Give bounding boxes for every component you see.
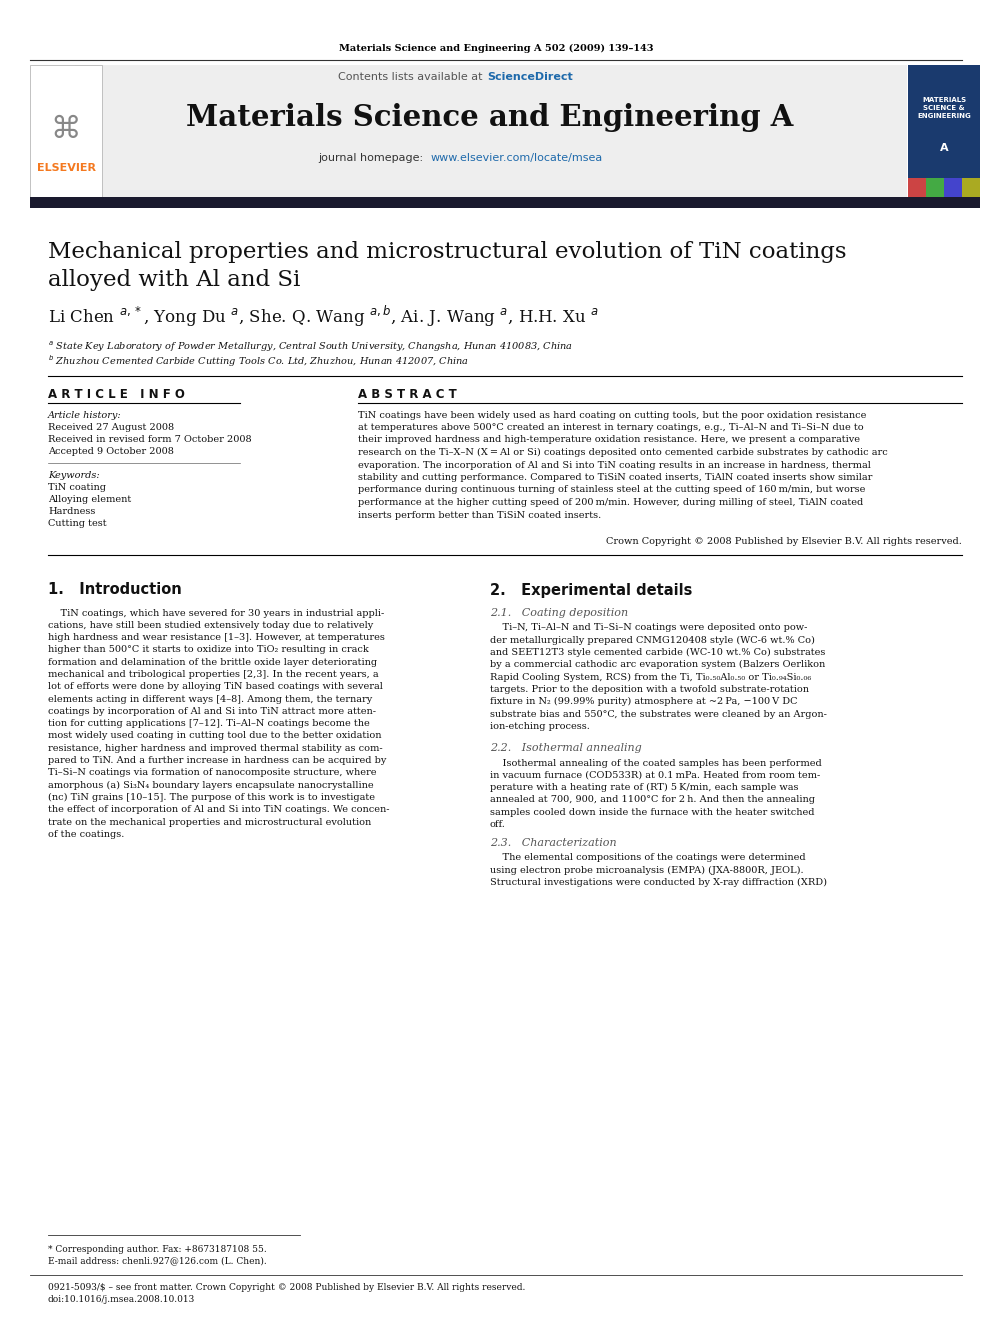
Text: der metallurgically prepared CNMG120408 style (WC-6 wt.% Co): der metallurgically prepared CNMG120408 … (490, 636, 814, 644)
Text: in vacuum furnace (COD533R) at 0.1 mPa. Heated from room tem-: in vacuum furnace (COD533R) at 0.1 mPa. … (490, 771, 820, 779)
Text: coatings by incorporation of Al and Si into TiN attract more atten-: coatings by incorporation of Al and Si i… (48, 706, 376, 716)
Text: The elemental compositions of the coatings were determined: The elemental compositions of the coatin… (490, 853, 806, 863)
Bar (908, 65, 980, 198)
Text: Cutting test: Cutting test (48, 519, 106, 528)
Text: Hardness: Hardness (48, 507, 95, 516)
Text: perature with a heating rate of (RT) 5 K/min, each sample was: perature with a heating rate of (RT) 5 K… (490, 783, 799, 792)
Text: $^{a}$ State Key Laboratory of Powder Metallurgy, Central South University, Chan: $^{a}$ State Key Laboratory of Powder Me… (48, 340, 573, 355)
Text: most widely used coating in cutting tool due to the better oxidation: most widely used coating in cutting tool… (48, 732, 382, 741)
Text: higher than 500°C it starts to oxidize into TiO₂ resulting in crack: higher than 500°C it starts to oxidize i… (48, 646, 369, 655)
Text: * Corresponding author. Fax: +8673187108 55.: * Corresponding author. Fax: +8673187108… (48, 1245, 267, 1253)
Text: MATERIALS
SCIENCE &
ENGINEERING: MATERIALS SCIENCE & ENGINEERING (918, 98, 971, 119)
Bar (30, 197, 980, 208)
Text: performance at the higher cutting speed of 200 m/min. However, during milling of: performance at the higher cutting speed … (358, 497, 863, 507)
Text: Structural investigations were conducted by X-ray diffraction (XRD): Structural investigations were conducted… (490, 878, 827, 888)
Text: Materials Science and Engineering A 502 (2009) 139–143: Materials Science and Engineering A 502 … (338, 44, 654, 53)
Text: by a commercial cathodic arc evaporation system (Balzers Oerlikon: by a commercial cathodic arc evaporation… (490, 660, 825, 669)
Text: Isothermal annealing of the coated samples has been performed: Isothermal annealing of the coated sampl… (490, 758, 821, 767)
Text: samples cooled down inside the furnace with the heater switched: samples cooled down inside the furnace w… (490, 808, 814, 816)
Text: E-mail address: chenli.927@126.com (L. Chen).: E-mail address: chenli.927@126.com (L. C… (48, 1257, 267, 1266)
Text: stability and cutting performance. Compared to TiSiN coated inserts, TiAlN coate: stability and cutting performance. Compa… (358, 474, 872, 482)
Text: www.elsevier.com/locate/msea: www.elsevier.com/locate/msea (431, 153, 603, 163)
Text: 0921-5093/$ – see front matter. Crown Copyright © 2008 Published by Elsevier B.V: 0921-5093/$ – see front matter. Crown Co… (48, 1283, 526, 1293)
Text: ⌘: ⌘ (51, 115, 81, 144)
Text: the effect of incorporation of Al and Si into TiN coatings. We concen-: the effect of incorporation of Al and Si… (48, 806, 390, 814)
Text: trate on the mechanical properties and microstructural evolution: trate on the mechanical properties and m… (48, 818, 371, 827)
Text: TiN coatings, which have severed for 30 years in industrial appli-: TiN coatings, which have severed for 30 … (48, 609, 384, 618)
Text: $^{b}$ Zhuzhou Cemented Carbide Cutting Tools Co. Ltd, Zhuzhou, Hunan 412007, Ch: $^{b}$ Zhuzhou Cemented Carbide Cutting … (48, 353, 469, 369)
Text: tion for cutting applications [7–12]. Ti–Al–N coatings become the: tion for cutting applications [7–12]. Ti… (48, 720, 370, 728)
Text: evaporation. The incorporation of Al and Si into TiN coating results in an incre: evaporation. The incorporation of Al and… (358, 460, 871, 470)
Bar (944, 179, 962, 198)
Text: performance during continuous turning of stainless steel at the cutting speed of: performance during continuous turning of… (358, 486, 865, 495)
Bar (926, 179, 944, 198)
Text: off.: off. (490, 820, 506, 830)
Text: substrate bias and 550°C, the substrates were cleaned by an Argon-: substrate bias and 550°C, the substrates… (490, 709, 827, 718)
Text: A R T I C L E   I N F O: A R T I C L E I N F O (48, 388, 185, 401)
Text: mechanical and tribological properties [2,3]. In the recent years, a: mechanical and tribological properties [… (48, 669, 379, 679)
Text: Alloying element: Alloying element (48, 495, 131, 504)
Text: Mechanical properties and microstructural evolution of TiN coatings: Mechanical properties and microstructura… (48, 241, 846, 263)
Text: using electron probe microanalysis (EMPA) (JXA-8800R, JEOL).: using electron probe microanalysis (EMPA… (490, 865, 804, 875)
Text: 2.1.   Coating deposition: 2.1. Coating deposition (490, 609, 628, 618)
Text: ScienceDirect: ScienceDirect (487, 71, 572, 82)
Bar (75, 65, 907, 198)
Text: Rapid Cooling System, RCS) from the Ti, Ti₀.₅₀Al₀.₅₀ or Ti₀.₉₄Si₀.₀₆: Rapid Cooling System, RCS) from the Ti, … (490, 672, 811, 681)
Text: TiN coating: TiN coating (48, 483, 106, 492)
Text: 1.   Introduction: 1. Introduction (48, 582, 182, 598)
Text: lot of efforts were done by alloying TiN based coatings with several: lot of efforts were done by alloying TiN… (48, 683, 383, 692)
Text: 2.2.   Isothermal annealing: 2.2. Isothermal annealing (490, 744, 642, 753)
Text: inserts perform better than TiSiN coated inserts.: inserts perform better than TiSiN coated… (358, 511, 601, 520)
Text: 2.   Experimental details: 2. Experimental details (490, 582, 692, 598)
Text: of the coatings.: of the coatings. (48, 830, 124, 839)
Text: Crown Copyright © 2008 Published by Elsevier B.V. All rights reserved.: Crown Copyright © 2008 Published by Else… (606, 537, 962, 545)
Text: and SEET12T3 style cemented carbide (WC-10 wt.% Co) substrates: and SEET12T3 style cemented carbide (WC-… (490, 648, 825, 658)
Text: doi:10.1016/j.msea.2008.10.013: doi:10.1016/j.msea.2008.10.013 (48, 1295, 195, 1304)
Text: elements acting in different ways [4–8]. Among them, the ternary: elements acting in different ways [4–8].… (48, 695, 372, 704)
Text: at temperatures above 500°C created an interest in ternary coatings, e.g., Ti–Al: at temperatures above 500°C created an i… (358, 423, 864, 433)
Text: cations, have still been studied extensively today due to relatively: cations, have still been studied extensi… (48, 620, 373, 630)
Text: Keywords:: Keywords: (48, 471, 99, 479)
Text: A B S T R A C T: A B S T R A C T (358, 388, 456, 401)
Text: 2.3.   Characterization: 2.3. Characterization (490, 837, 617, 848)
Text: Contents lists available at: Contents lists available at (338, 71, 486, 82)
Text: Received in revised form 7 October 2008: Received in revised form 7 October 2008 (48, 435, 252, 445)
Bar (908, 179, 926, 198)
Text: annealed at 700, 900, and 1100°C for 2 h. And then the annealing: annealed at 700, 900, and 1100°C for 2 h… (490, 795, 815, 804)
Text: ion-etching process.: ion-etching process. (490, 722, 590, 730)
Text: alloyed with Al and Si: alloyed with Al and Si (48, 269, 301, 291)
Text: Accepted 9 October 2008: Accepted 9 October 2008 (48, 447, 174, 456)
Text: Materials Science and Engineering A: Materials Science and Engineering A (186, 103, 794, 132)
Text: pared to TiN. And a further increase in hardness can be acquired by: pared to TiN. And a further increase in … (48, 757, 386, 765)
Text: (nc) TiN grains [10–15]. The purpose of this work is to investigate: (nc) TiN grains [10–15]. The purpose of … (48, 792, 375, 802)
Text: Ti–N, Ti–Al–N and Ti–Si–N coatings were deposited onto pow-: Ti–N, Ti–Al–N and Ti–Si–N coatings were … (490, 623, 807, 632)
Text: high hardness and wear resistance [1–3]. However, at temperatures: high hardness and wear resistance [1–3].… (48, 634, 385, 642)
Text: Article history:: Article history: (48, 410, 122, 419)
Bar (962, 179, 980, 198)
Bar (30, 65, 102, 198)
Text: formation and delamination of the brittle oxide layer deteriorating: formation and delamination of the brittl… (48, 658, 377, 667)
Text: TiN coatings have been widely used as hard coating on cutting tools, but the poo: TiN coatings have been widely used as ha… (358, 410, 866, 419)
Text: Ti–Si–N coatings via formation of nanocomposite structure, where: Ti–Si–N coatings via formation of nanoco… (48, 769, 377, 778)
Text: their improved hardness and high-temperature oxidation resistance. Here, we pres: their improved hardness and high-tempera… (358, 435, 860, 445)
Text: journal homepage:: journal homepage: (317, 153, 430, 163)
Text: A: A (939, 143, 948, 153)
Text: Li Chen $^{a,*}$, Yong Du $^{a}$, She. Q. Wang $^{a,b}$, Ai. J. Wang $^{a}$, H.H: Li Chen $^{a,*}$, Yong Du $^{a}$, She. Q… (48, 303, 599, 328)
Text: fixture in N₂ (99.99% purity) atmosphere at ~2 Pa, −100 V DC: fixture in N₂ (99.99% purity) atmosphere… (490, 697, 798, 706)
Text: amorphous (a) Si₃N₄ boundary layers encapsulate nanocrystalline: amorphous (a) Si₃N₄ boundary layers enca… (48, 781, 374, 790)
Text: research on the Ti–X–N (X = Al or Si) coatings deposited onto cemented carbide s: research on the Ti–X–N (X = Al or Si) co… (358, 448, 888, 456)
Text: targets. Prior to the deposition with a twofold substrate-rotation: targets. Prior to the deposition with a … (490, 685, 809, 695)
Text: ELSEVIER: ELSEVIER (37, 163, 95, 173)
Text: Received 27 August 2008: Received 27 August 2008 (48, 423, 175, 433)
Text: resistance, higher hardness and improved thermal stability as com-: resistance, higher hardness and improved… (48, 744, 383, 753)
